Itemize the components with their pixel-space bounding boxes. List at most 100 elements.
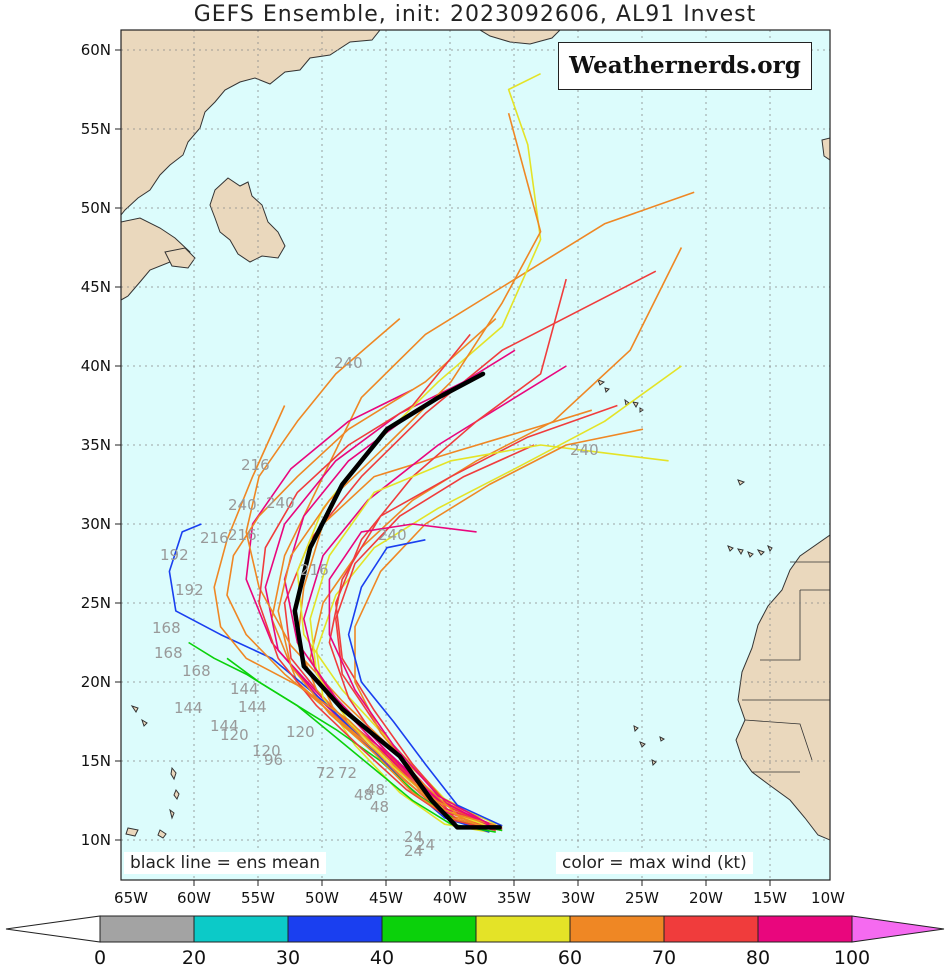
hour-label: 240 <box>570 441 599 459</box>
land-cape-breton <box>164 247 196 269</box>
land-newfoundland <box>209 177 286 263</box>
ensemble-tracks <box>168 72 695 833</box>
hour-label: 144 <box>230 680 259 698</box>
land-cape-verde <box>633 725 665 767</box>
hour-label: 48 <box>370 798 389 816</box>
lat-tick-label: 25N <box>81 594 111 612</box>
lon-tick-label: 60W <box>177 889 211 907</box>
ensemble-member-track <box>258 333 496 832</box>
colorbar: 0 20 30 40 50 60 70 80 100 <box>5 915 945 969</box>
ensemble-member-track <box>277 112 542 830</box>
border-lines <box>742 561 830 773</box>
lon-tick-label: 40W <box>433 889 467 907</box>
hour-label: 240 <box>334 354 363 372</box>
lat-tick-label: 55N <box>81 120 111 138</box>
tick-marks <box>115 49 771 886</box>
gridlines <box>121 30 830 880</box>
hour-label: 24 <box>404 842 423 860</box>
lon-tick-label: 55W <box>241 889 275 907</box>
colorbar-label: 70 <box>652 947 676 969</box>
hour-label: 216 <box>228 526 257 544</box>
hour-label: 48 <box>354 786 373 804</box>
colorbar-bin <box>569 915 665 943</box>
hour-label: 120 <box>252 742 281 760</box>
colorbar-label: 20 <box>182 947 206 969</box>
land-canaries <box>727 544 773 558</box>
lat-tick-label: 20N <box>81 673 111 691</box>
mean-line-note: black line = ens mean <box>124 852 326 874</box>
colorbar-bin <box>757 915 853 943</box>
lon-tick-label: 20W <box>689 889 723 907</box>
ensemble-member-track <box>328 523 490 825</box>
lat-tick-label: 40N <box>81 357 111 375</box>
hour-label: 144 <box>238 698 267 716</box>
colorbar-bin <box>287 915 383 943</box>
lon-tick-label: 10W <box>811 889 845 907</box>
ensemble-member-track <box>309 247 683 829</box>
lat-tick-label: 15N <box>81 752 111 770</box>
hour-label: 168 <box>154 644 183 662</box>
hour-label: 240 <box>378 526 407 544</box>
hour-label: 240 <box>266 494 295 512</box>
colorbar-label: 80 <box>746 947 770 969</box>
lon-tick-label: 30W <box>561 889 595 907</box>
land-labrador <box>121 30 381 216</box>
hour-label: 144 <box>210 717 239 735</box>
colorbar-label: 0 <box>94 947 106 969</box>
hour-label: 72 <box>338 764 357 782</box>
lat-axis: 60N 55N 50N 45N 40N 35N 30N 25N 20N 15N … <box>81 41 111 849</box>
colorbar-bin <box>475 915 571 943</box>
hour-label: 168 <box>182 662 211 680</box>
ensemble-member-track <box>315 365 682 833</box>
land-greenland <box>479 30 561 45</box>
lat-tick-label: 10N <box>81 831 111 849</box>
hour-label: 216 <box>200 529 229 547</box>
lat-tick-label: 50N <box>81 199 111 217</box>
hour-label: 24 <box>404 828 423 846</box>
hour-label: 24 <box>416 836 435 854</box>
map-title: GEFS Ensemble, init: 2023092606, AL91 In… <box>193 2 757 27</box>
lat-tick-label: 30N <box>81 515 111 533</box>
hour-label: 120 <box>286 723 315 741</box>
land-layer: 240 216 240 240 216 216 192 192 168 168 … <box>121 30 830 880</box>
colorbar-bin <box>193 915 289 943</box>
ensemble-member-track <box>213 405 484 829</box>
colorbar-bin <box>381 915 477 943</box>
land-madeira <box>737 479 746 486</box>
lat-tick-label: 35N <box>81 436 111 454</box>
ocean <box>121 30 830 880</box>
lon-tick-label: 45W <box>369 889 403 907</box>
hour-label: 120 <box>220 726 249 744</box>
ensemble-member-track <box>226 657 496 833</box>
ensemble-member-track <box>347 539 503 827</box>
colorbar-label: 60 <box>558 947 582 969</box>
hour-label: 72 <box>316 764 335 782</box>
land-lesser-antilles <box>125 705 180 839</box>
hour-label: 192 <box>160 546 189 564</box>
hour-labels: 240 216 240 240 216 216 192 192 168 168 … <box>152 354 599 860</box>
ensemble-mean-track <box>292 371 502 830</box>
ensemble-member-track <box>309 444 669 830</box>
hour-label: 144 <box>174 699 203 717</box>
colorbar-bin <box>99 915 195 943</box>
colorbar-label: 100 <box>834 947 870 969</box>
ensemble-member-track <box>354 428 644 829</box>
map-frame <box>120 29 831 881</box>
lon-tick-label: 25W <box>625 889 659 907</box>
colorbar-bin <box>663 915 759 943</box>
land-europe-edge <box>821 137 830 161</box>
hour-label: 192 <box>175 581 204 599</box>
lat-tick-label: 60N <box>81 41 111 59</box>
hour-label: 96 <box>264 751 283 769</box>
colorbar-label: 50 <box>464 947 488 969</box>
hour-label: 168 <box>152 619 181 637</box>
hour-label: 240 <box>228 496 257 514</box>
lon-tick-label: 35W <box>497 889 531 907</box>
hour-label: 216 <box>300 561 329 579</box>
lon-tick-label: 65W <box>114 889 148 907</box>
wind-color-note: color = max wind (kt) <box>556 852 753 874</box>
watermark-box: Weathernerds.org <box>558 42 812 90</box>
ensemble-member-track <box>334 278 567 827</box>
lon-tick-label: 50W <box>305 889 339 907</box>
